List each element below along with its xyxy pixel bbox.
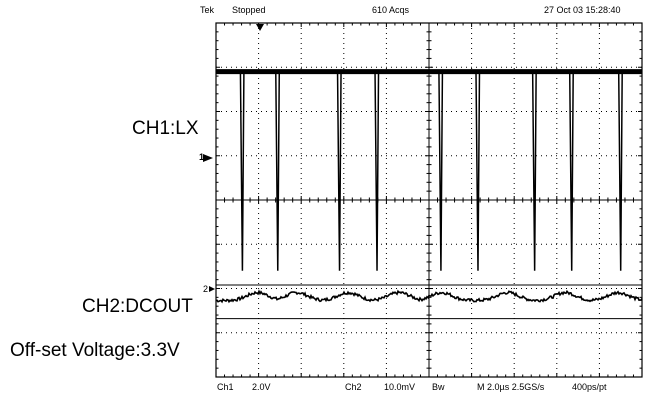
graticule-frame	[215, 22, 643, 378]
ch2-scale: 10.0mV	[384, 382, 416, 392]
capture-datetime: 27 Oct 03 15:28:40	[544, 5, 621, 15]
ch1-spike	[475, 71, 481, 271]
ch2-label: Ch2	[345, 382, 362, 392]
graticule-border	[215, 22, 643, 378]
ch1-scale: 2.0V	[252, 382, 271, 392]
ch1-ground-marker	[203, 154, 213, 162]
timebase-readout: M 2.0µs 2.5GS/s	[477, 382, 545, 392]
ch1-spike	[374, 71, 380, 271]
ch1-marker-label: 1	[199, 152, 205, 162]
ch1-trace	[216, 69, 642, 271]
ch2-trace	[215, 289, 643, 304]
bandwidth-limit: Bw	[432, 382, 445, 392]
ch1-spike	[568, 71, 574, 271]
ch2-annotation: CH2:DCOUT	[82, 296, 193, 317]
ch1-spike	[239, 71, 245, 271]
acquisition-count: 610 Acqs	[372, 5, 410, 15]
ch2-ground-marker	[209, 286, 215, 292]
trigger-position-marker	[256, 24, 264, 31]
resolution-readout: 400ps/pt	[572, 382, 607, 392]
ch1-spike	[336, 71, 342, 271]
reference-lines	[216, 284, 642, 320]
ch2-marker-label: 2	[203, 284, 209, 294]
ch1-spike	[531, 71, 537, 271]
ch2-ripple	[215, 289, 643, 304]
scope-brand: Tek	[200, 5, 215, 15]
ch1-spike	[438, 71, 444, 271]
offset-voltage-annotation: Off-set Voltage:3.3V	[10, 340, 180, 361]
ch1-label: Ch1	[217, 382, 234, 392]
ch1-spike	[617, 71, 623, 271]
ch1-annotation: CH1:LX	[132, 118, 199, 139]
acquisition-status: Stopped	[232, 5, 266, 15]
ch1-spike	[275, 71, 281, 271]
